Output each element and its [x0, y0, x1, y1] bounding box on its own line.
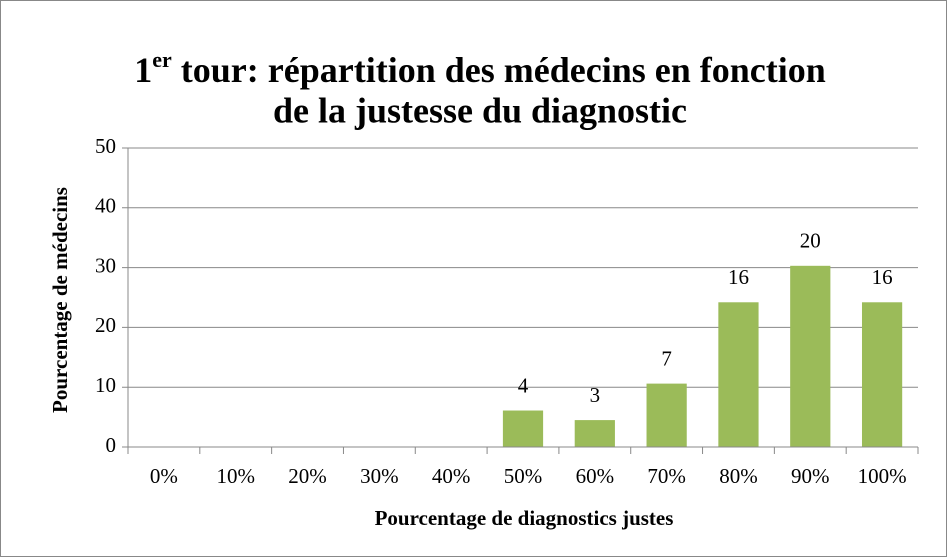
bar [861, 302, 903, 447]
x-tick-label: 60% [576, 464, 615, 488]
y-tick-label: 10 [95, 373, 116, 397]
data-label: 4 [518, 373, 529, 397]
bar [574, 420, 615, 447]
chart-title: de la justesse du diagnostic [273, 90, 687, 130]
chart-title: 1er tour: répartition des médecins en fo… [134, 47, 825, 90]
y-axis-title: Pourcentage de médecins [48, 187, 72, 413]
bar [646, 383, 687, 447]
x-tick-label: 10% [216, 464, 255, 488]
data-label: 3 [590, 383, 601, 407]
bar [502, 410, 544, 447]
x-tick-label: 80% [719, 464, 758, 488]
y-tick-label: 0 [106, 433, 117, 457]
data-label: 16 [728, 265, 749, 289]
x-tick-label: 70% [647, 464, 686, 488]
data-label: 7 [661, 346, 672, 370]
x-tick-label: 20% [288, 464, 327, 488]
data-label: 16 [872, 265, 893, 289]
bar [718, 302, 759, 447]
x-tick-label: 50% [504, 464, 543, 488]
x-tick-label: 30% [360, 464, 399, 488]
x-tick-label: 0% [150, 464, 178, 488]
x-tick-label: 100% [858, 464, 907, 488]
x-axis-title: Pourcentage de diagnostics justes [375, 506, 674, 530]
y-tick-label: 30 [95, 253, 116, 277]
bar [790, 265, 831, 447]
x-tick-label: 40% [432, 464, 471, 488]
y-tick-label: 20 [95, 313, 116, 337]
x-tick-label: 90% [791, 464, 830, 488]
data-label: 20 [800, 229, 821, 253]
y-tick-label: 50 [95, 134, 116, 158]
y-tick-label: 40 [95, 194, 116, 218]
